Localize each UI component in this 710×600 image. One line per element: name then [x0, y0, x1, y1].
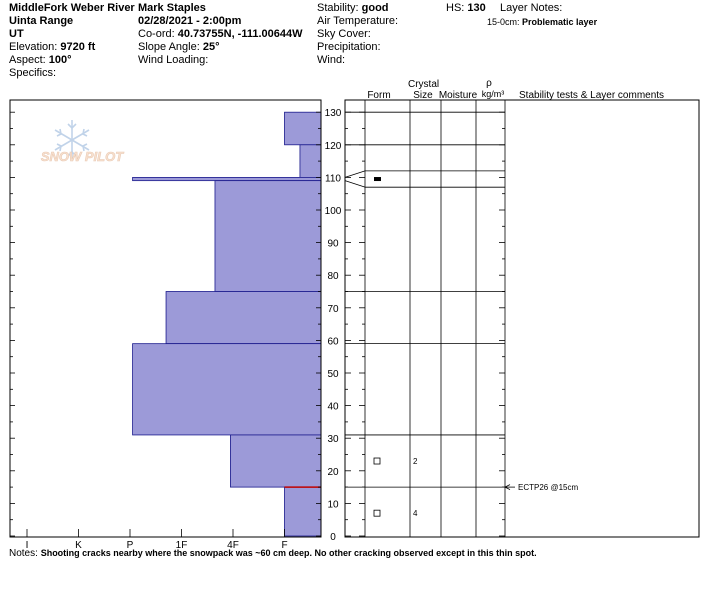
aspect-label: Aspect: [9, 54, 46, 66]
height-label: 40 [327, 402, 339, 413]
hardness-scale-label: I [26, 540, 29, 551]
hardness-frame [9, 99, 322, 538]
hardness-scale-label: P [127, 540, 134, 551]
hs-label: HS: [446, 2, 465, 14]
grain-size-label: 4 [413, 509, 418, 518]
hardness-layer-bar [230, 434, 322, 488]
form-header: Form [367, 90, 390, 101]
grain-frame [344, 99, 700, 538]
hardness-layer-bar [132, 343, 322, 436]
hardness-layer-bar [284, 111, 322, 146]
notes-text: Shooting cracks nearby where the snowpac… [40, 548, 537, 558]
state-name: UT [9, 28, 24, 40]
chart-grid [9, 99, 700, 538]
grain-marks: 24 [373, 177, 418, 518]
size-header: Size [413, 90, 433, 101]
density-symbol: ρ [486, 78, 492, 89]
hardness-layer-bar [299, 144, 322, 178]
hardness-scale-label: 1F [176, 540, 188, 551]
elevation-value: 9720 ft [60, 41, 96, 53]
coords-label: Co-ord: [138, 28, 175, 40]
stability-tests-header: Stability tests & Layer comments [519, 90, 664, 101]
height-label: 90 [327, 239, 339, 250]
height-label: 0 [330, 532, 336, 543]
air-temp-label: Air Temperature: [317, 15, 399, 27]
slope-label: Slope Angle: [138, 41, 200, 53]
stability-label: Stability: [317, 2, 359, 14]
hs-row: HS: 130 [446, 2, 486, 15]
slope-row: Slope Angle: 25° [138, 41, 219, 54]
hardness-scale-label: F [281, 540, 287, 551]
stability-test-label: ECTP26 @15cm [518, 483, 578, 492]
layer-note-text: Problematic layer [522, 17, 598, 27]
snowpilot-logo: SNOW PILOT [41, 120, 125, 164]
moisture-header: Moisture [439, 90, 478, 101]
height-label: 120 [325, 141, 342, 152]
wind-loading-label: Wind Loading: [138, 54, 209, 66]
snowflake-icon [54, 120, 90, 160]
layer-connector [344, 170, 366, 178]
height-label: 70 [327, 304, 339, 315]
height-label: 30 [327, 434, 339, 445]
hardness-layer-bar [214, 180, 322, 292]
hardness-layer-bar [132, 176, 322, 182]
sky-cover-label: Sky Cover: [317, 28, 371, 40]
precipitation-label: Precipitation: [317, 41, 381, 53]
height-label: 60 [327, 336, 339, 347]
grain-form-icon [373, 457, 381, 465]
stability-row: Stability: good [317, 2, 389, 15]
layer-note: 15-0cm: Problematic layer [487, 16, 597, 29]
elevation-label: Elevation: [9, 41, 58, 53]
wind-label: Wind: [317, 54, 346, 66]
density-unit: kg/m³ [482, 89, 505, 99]
elevation-row: Elevation: 9720 ft [9, 41, 95, 54]
location-name: MiddleFork Weber River [9, 2, 135, 14]
notes-row: Notes: Shooting cracks nearby where the … [9, 547, 537, 560]
coords-value: 40.73755N, -111.00644W [177, 28, 303, 40]
layer-connector [344, 180, 366, 188]
layer-note-range: 15-0cm: [487, 17, 520, 27]
hardness-layers [132, 111, 322, 537]
height-label: 80 [327, 271, 339, 282]
stability-test-marks: ECTP26 @15cm [504, 483, 578, 492]
thin-layer-marker [374, 177, 381, 182]
layer-notes-label: Layer Notes: [500, 2, 563, 14]
stability-value: good [361, 2, 389, 14]
height-label: 10 [327, 499, 339, 510]
height-label: 130 [325, 108, 342, 119]
range-name: Uinta Range [9, 15, 74, 27]
height-label: 110 [325, 173, 341, 184]
hs-value: 130 [467, 2, 486, 14]
crystal-header: Crystal [408, 79, 439, 90]
coords-row: Co-ord: 40.73755N, -111.00644W [138, 28, 303, 41]
observation-datetime: 02/28/2021 - 2:00pm [138, 15, 242, 27]
grain-size-label: 2 [413, 457, 418, 466]
hardness-scale-label: 4F [227, 540, 239, 551]
specifics-label: Specifics: [9, 67, 57, 79]
height-label: 20 [327, 467, 339, 478]
hardness-layer-bar [165, 291, 322, 345]
logo-text: SNOW PILOT [41, 149, 124, 164]
aspect-row: Aspect: 100° [9, 54, 72, 67]
observer-name: Mark Staples [138, 2, 206, 14]
axis-labels: I K P 1F 4F F 0 10 20 30 40 50 60 70 80 90 100 110 120 130 [26, 108, 342, 551]
slope-value: 25° [202, 41, 220, 53]
arrow-head-icon [504, 484, 511, 490]
notes-label: Notes: [9, 548, 38, 559]
height-label: 100 [325, 206, 342, 217]
height-label: 50 [327, 369, 339, 380]
aspect-value: 100° [48, 54, 72, 66]
hardness-scale-label: K [75, 540, 82, 551]
hardness-layer-bar [284, 486, 322, 537]
grain-form-icon [373, 509, 381, 517]
